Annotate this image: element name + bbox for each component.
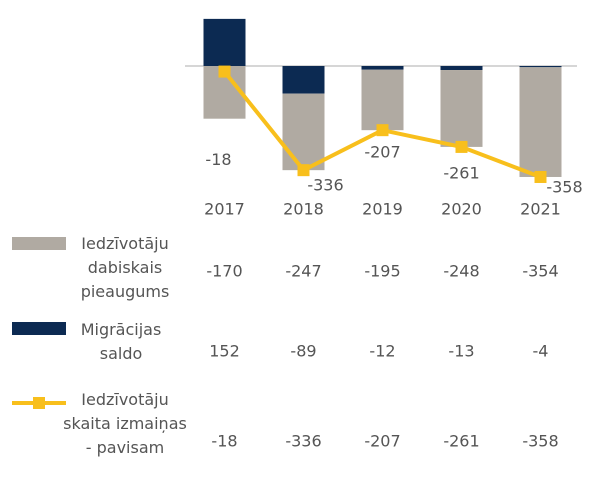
bar [282, 93, 325, 171]
line-marker [455, 140, 468, 153]
table-cell: -18 [211, 432, 237, 451]
data-label: -18 [205, 150, 231, 169]
bar [519, 66, 562, 68]
line-marker [218, 65, 231, 78]
data-label: -358 [546, 177, 582, 196]
legend-label: Iedzīvotāju skaita izmaiņas - pavisam [63, 390, 187, 457]
legend-key-marker [33, 397, 45, 409]
table-cell: -207 [364, 432, 400, 451]
table-cell: -13 [448, 342, 474, 361]
x-tick-label: 2021 [520, 200, 561, 219]
legend-key [12, 322, 66, 335]
table-cell: -4 [533, 342, 549, 361]
x-tick-label: 2018 [283, 200, 324, 219]
data-label: -261 [443, 163, 479, 182]
bar [440, 70, 483, 147]
x-tick-label: 2020 [441, 200, 482, 219]
line-marker [534, 170, 547, 183]
legend-label: Migrācijas saldo [80, 320, 162, 363]
bar [519, 67, 562, 177]
table-cell: -248 [443, 262, 479, 281]
bar [361, 66, 404, 70]
line-marker [376, 124, 389, 137]
bar [282, 66, 325, 94]
table-cell: -336 [285, 432, 321, 451]
table-cell: -354 [522, 262, 558, 281]
data-label: -336 [307, 176, 343, 195]
bar [440, 66, 483, 71]
table-cell: -247 [285, 262, 321, 281]
data-label: -207 [364, 143, 400, 162]
table-cell: -195 [364, 262, 400, 281]
bar [361, 69, 404, 131]
line-marker [297, 164, 310, 177]
x-tick-label: 2017 [204, 200, 245, 219]
table-cell: 152 [209, 342, 240, 361]
table-cell: -261 [443, 432, 479, 451]
legend-key [12, 237, 66, 250]
table-cell: -358 [522, 432, 558, 451]
table-cell: -89 [290, 342, 316, 361]
bar [203, 18, 246, 67]
x-tick-label: 2019 [362, 200, 403, 219]
table-cell: -170 [206, 262, 242, 281]
legend-label: Iedzīvotāju dabiskais pieaugums [80, 234, 170, 301]
table-cell: -12 [369, 342, 395, 361]
